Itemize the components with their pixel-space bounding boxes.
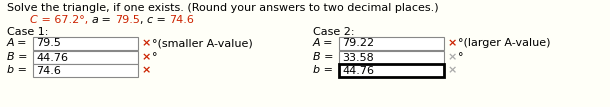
Text: ×: × [448, 38, 458, 48]
Text: =: = [152, 15, 169, 25]
Bar [339, 64, 444, 77]
Text: ×: × [448, 52, 458, 62]
Text: 74.6: 74.6 [169, 15, 194, 25]
Text: °(smaller A-value): °(smaller A-value) [152, 38, 253, 48]
Text: Case 1:: Case 1: [7, 27, 48, 37]
Text: b =: b = [7, 65, 31, 75]
Text: ,: , [140, 15, 146, 25]
Text: ×: × [448, 65, 458, 75]
Text: =: = [98, 15, 115, 25]
Text: B =: B = [313, 52, 337, 62]
Bar [33, 37, 138, 50]
Text: °: ° [458, 52, 464, 62]
Bar [339, 51, 444, 64]
Text: 74.6: 74.6 [36, 65, 61, 76]
Text: A =: A = [313, 38, 337, 48]
Text: 79.5: 79.5 [115, 15, 140, 25]
Text: A =: A = [7, 38, 31, 48]
Text: B =: B = [7, 52, 31, 62]
Text: b =: b = [313, 65, 337, 75]
Text: ×: × [142, 65, 151, 75]
Text: ×: × [142, 52, 151, 62]
Text: C: C [30, 15, 38, 25]
Bar [33, 51, 138, 64]
Text: 79.22: 79.22 [342, 39, 374, 48]
Text: = 67.2°,: = 67.2°, [38, 15, 92, 25]
Text: 79.5: 79.5 [36, 39, 61, 48]
Text: 44.76: 44.76 [342, 65, 374, 76]
Text: °(larger A-value): °(larger A-value) [458, 38, 551, 48]
Text: a: a [92, 15, 98, 25]
Text: Solve the triangle, if one exists. (Round your answers to two decimal places.): Solve the triangle, if one exists. (Roun… [7, 3, 439, 13]
Text: Case 2:: Case 2: [313, 27, 354, 37]
Text: c: c [146, 15, 152, 25]
Text: ×: × [142, 38, 151, 48]
Text: 44.76: 44.76 [36, 53, 68, 62]
Text: 33.58: 33.58 [342, 53, 374, 62]
Bar [33, 64, 138, 77]
Bar [339, 37, 444, 50]
Text: °: ° [152, 52, 158, 62]
